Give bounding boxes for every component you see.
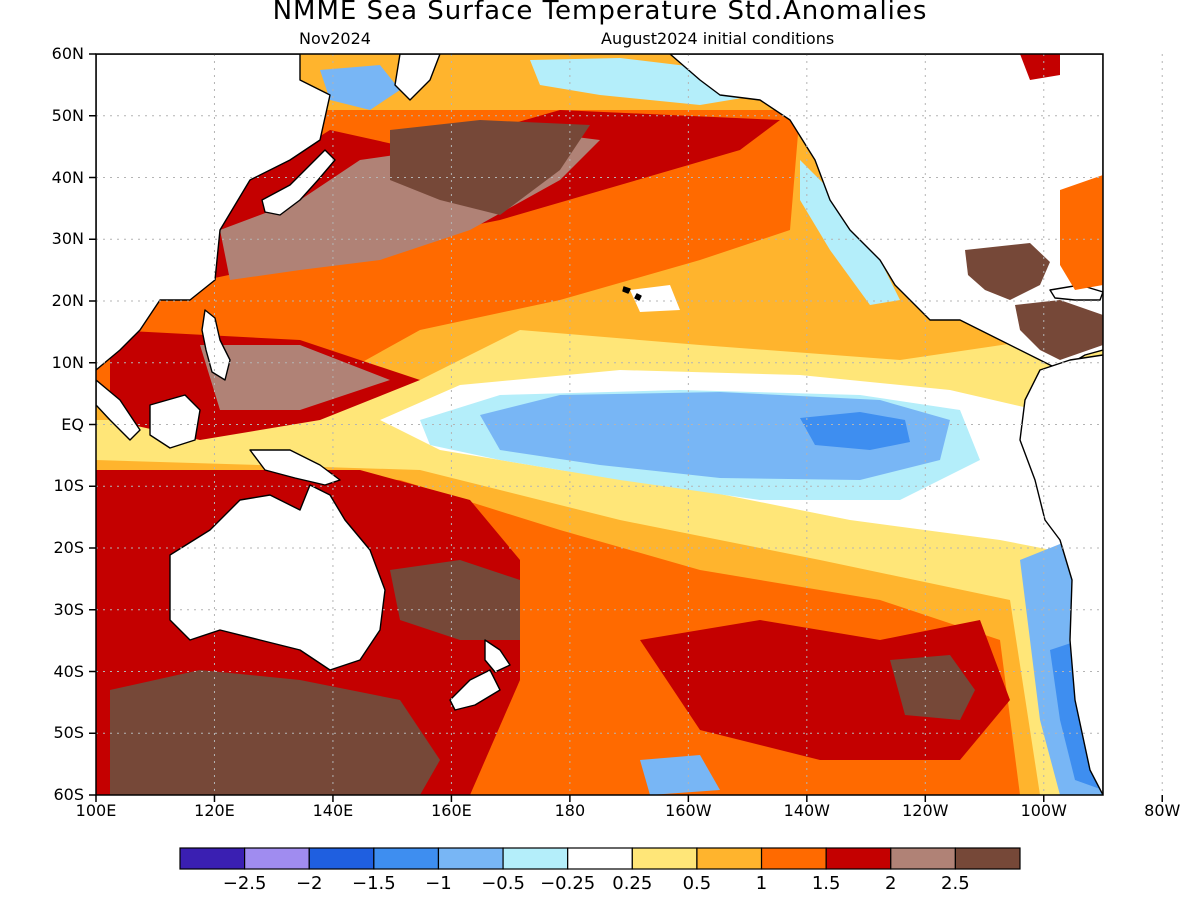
land-australia bbox=[169, 484, 386, 671]
anomaly-region-cold-core bbox=[800, 412, 910, 450]
anomaly-region-south-red-band bbox=[640, 620, 1010, 760]
colorbar-swatch bbox=[954, 847, 1021, 870]
lon-tick-label: 140E bbox=[312, 801, 354, 820]
colorbar-swatch bbox=[825, 847, 892, 870]
colorbar-tick-label: 2 bbox=[885, 873, 897, 894]
anomaly-region-hudson-warm bbox=[1020, 54, 1060, 80]
anomaly-region-bering-cool bbox=[320, 65, 400, 110]
land-hawaii bbox=[622, 286, 642, 301]
land-japan bbox=[261, 149, 336, 216]
colorbar-tick-label: 2.5 bbox=[941, 873, 970, 894]
colorbar-tick-label: −1 bbox=[425, 873, 452, 894]
colorbar-swatch bbox=[696, 847, 763, 870]
lat-tick-label: 20S bbox=[53, 538, 84, 557]
colorbar-tick-label: 1 bbox=[755, 873, 768, 894]
land-new-zealand-south bbox=[449, 669, 501, 711]
lat-tick-label: 30N bbox=[51, 229, 84, 249]
colorbar-tick-label: 0.25 bbox=[612, 873, 653, 894]
colorbar-tick-label: −0.25 bbox=[540, 873, 596, 894]
lon-tick-label: 100W bbox=[1020, 801, 1067, 820]
colorbar bbox=[179, 847, 1021, 870]
axis-ticks bbox=[89, 53, 1163, 802]
lat-tick-label: 60N bbox=[51, 44, 84, 63]
anomaly-region-cold-tongue bbox=[480, 392, 950, 480]
chart-title: NMME Sea Surface Temperature Std.Anomali… bbox=[272, 0, 928, 26]
colorbar-tick-label: −1.5 bbox=[351, 873, 396, 894]
colorbar-tick-label: 1.5 bbox=[811, 873, 841, 894]
lon-tick-label: 140W bbox=[783, 801, 830, 820]
lat-tick-label: 30S bbox=[53, 599, 84, 619]
land-sumatra bbox=[96, 379, 141, 441]
colorbar-swatch bbox=[502, 847, 569, 870]
anomaly-region-tasman-brown bbox=[390, 560, 520, 640]
anomaly-region-gulf-of-mexico bbox=[965, 243, 1050, 300]
land-kamchatka bbox=[394, 54, 441, 101]
lat-tick-label: 10N bbox=[51, 352, 84, 372]
anomaly-region-california-cool bbox=[800, 160, 900, 305]
land-borneo bbox=[149, 394, 201, 449]
forecast-month: Nov2024 bbox=[299, 29, 371, 48]
lat-tick-label: 40N bbox=[51, 167, 84, 187]
lat-tick-label: 20N bbox=[51, 291, 84, 310]
anomaly-region-maritime-brown bbox=[200, 345, 390, 410]
lon-tick-label: 120E bbox=[194, 801, 235, 820]
colorbar-tick-label: −0.5 bbox=[481, 873, 525, 894]
anomaly-region-atlantic-warm bbox=[1060, 175, 1103, 290]
colorbar-swatch bbox=[179, 847, 246, 870]
lon-tick-label: 80W bbox=[1144, 801, 1181, 820]
land-asia bbox=[96, 54, 331, 371]
colorbar-tick-label: −2 bbox=[295, 873, 323, 894]
anomaly-region-caribbean-sea bbox=[1015, 300, 1103, 360]
lat-tick-label: EQ bbox=[61, 414, 84, 434]
lat-tick-label: 60S bbox=[53, 785, 84, 804]
lat-tick-label: 40S bbox=[53, 661, 84, 681]
map-grid bbox=[96, 54, 1163, 795]
lon-tick-label: 100E bbox=[75, 801, 117, 820]
lon-tick-label: 120W bbox=[902, 801, 949, 820]
anomaly-region-hawaii-warm bbox=[630, 285, 680, 312]
colorbar-swatch bbox=[760, 847, 827, 870]
anomaly-region-se-pacific-brown bbox=[890, 655, 975, 720]
colorbar-swatch bbox=[631, 847, 698, 870]
land-new-zealand-north bbox=[484, 639, 511, 673]
lon-tick-label: 180 bbox=[554, 801, 586, 820]
colorbar-tick-label: 0.5 bbox=[682, 873, 712, 894]
lat-tick-label: 50S bbox=[53, 723, 84, 743]
initial-conditions: August2024 initial conditions bbox=[601, 29, 835, 48]
lon-tick-label: 160E bbox=[431, 801, 472, 820]
anomaly-region-kuroshio-dark bbox=[390, 120, 590, 215]
colorbar-swatch bbox=[890, 847, 956, 870]
map-area bbox=[96, 54, 1103, 795]
anomaly-region-southern-cool bbox=[640, 755, 720, 795]
colorbar-swatch bbox=[437, 847, 504, 870]
colorbar-swatch bbox=[308, 847, 375, 870]
colorbar-tick-label: −2.5 bbox=[222, 873, 267, 894]
lat-tick-label: 50N bbox=[51, 105, 84, 125]
colorbar-swatch bbox=[373, 847, 440, 870]
colorbar-swatch bbox=[567, 847, 633, 870]
lon-tick-label: 160W bbox=[665, 801, 712, 820]
anomaly-region-southern-ocean-brown bbox=[110, 670, 440, 795]
lat-tick-label: 10S bbox=[53, 476, 84, 496]
colorbar-swatch bbox=[244, 847, 310, 870]
